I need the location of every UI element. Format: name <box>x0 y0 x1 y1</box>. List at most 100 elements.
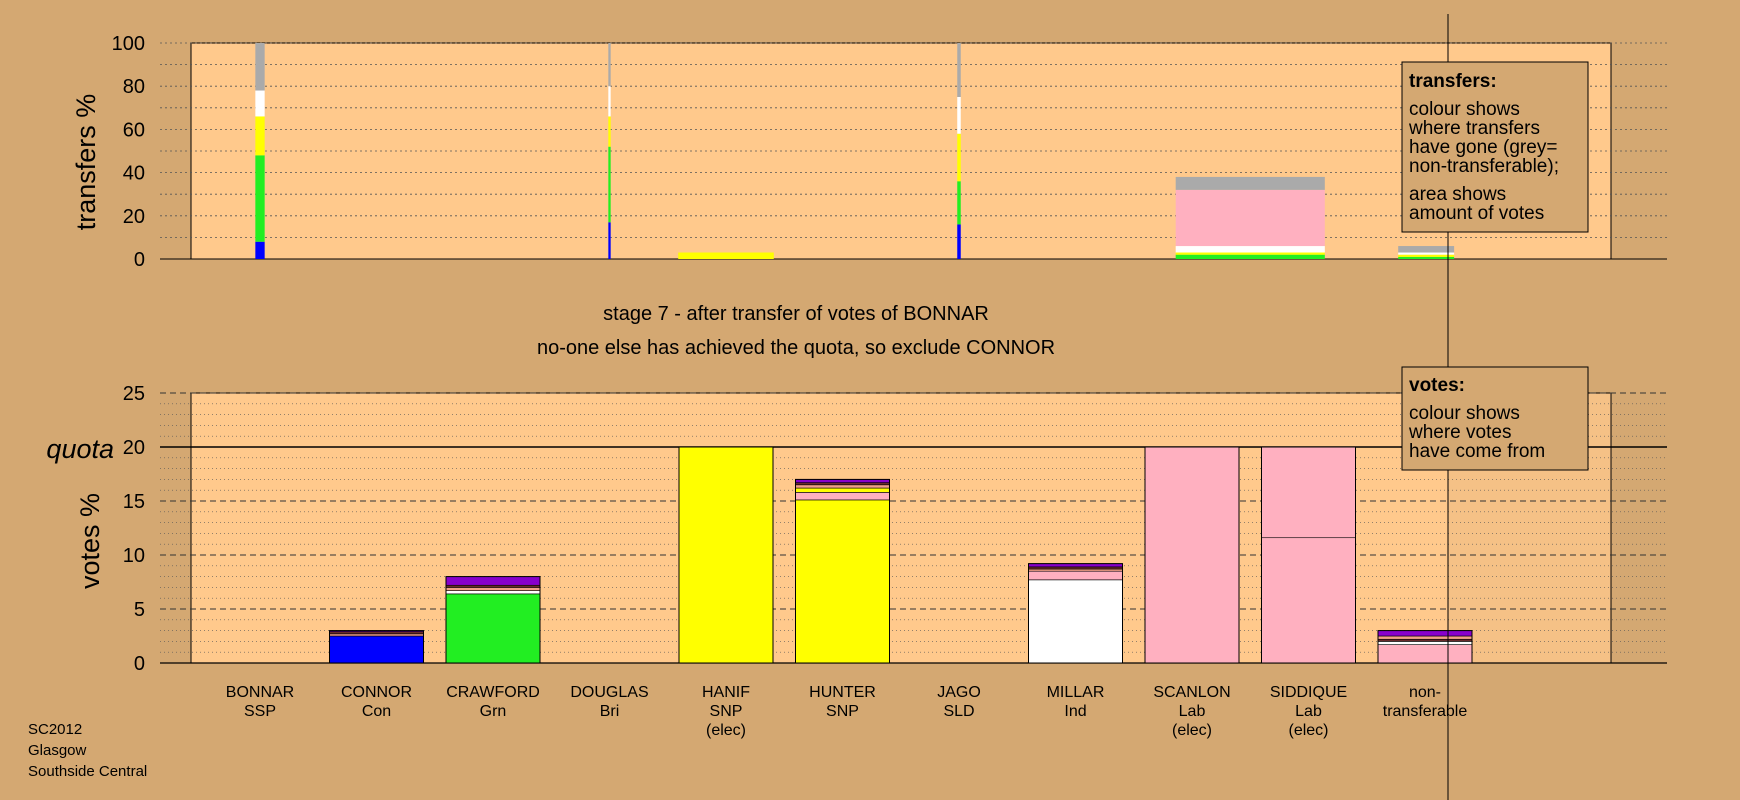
transfer-segment <box>608 43 611 87</box>
candidate-label: MILLAR <box>1047 684 1105 701</box>
candidate-label: non- <box>1409 684 1441 701</box>
vote-bar <box>795 478 890 664</box>
votes-legend: votes: colour shows where votes have com… <box>1401 366 1589 471</box>
transfer-segment <box>1398 254 1455 257</box>
candidate-label: Con <box>362 703 391 720</box>
y-tick-label: 0 <box>134 249 145 271</box>
transfer-bar <box>678 252 774 259</box>
votes-legend-title: votes: <box>1409 375 1465 396</box>
vote-bar-outline <box>795 478 890 664</box>
transfer-segment <box>957 43 961 97</box>
vote-bar <box>1261 446 1356 664</box>
vote-bar <box>1028 563 1123 664</box>
votes-legend-box <box>1401 366 1589 471</box>
transfer-segment <box>957 181 961 225</box>
candidate-label: SCANLON <box>1153 684 1230 701</box>
vote-segment <box>329 631 424 635</box>
transfers-legend-line: non-transferable); <box>1409 156 1559 177</box>
transfer-segment <box>1175 252 1325 255</box>
candidate-label: Grn <box>480 703 507 720</box>
transfer-segment <box>255 43 265 91</box>
votes-y-ticks: 0 5 10 15 20 25 <box>123 383 145 675</box>
transfer-segment <box>678 252 774 259</box>
candidate-label: CONNOR <box>341 684 412 701</box>
candidate-label: HUNTER <box>809 684 876 701</box>
vote-segment <box>678 446 774 664</box>
footer-council: Glasgow <box>28 742 87 759</box>
candidate-label: JAGO <box>937 684 981 701</box>
vote-segment <box>1377 641 1473 645</box>
candidate-label: SSP <box>244 703 276 720</box>
vote-segment <box>445 590 541 595</box>
y-tick-label: 100 <box>112 33 145 55</box>
candidate-label: Lab <box>1179 703 1206 720</box>
y-tick-label: 5 <box>134 599 145 621</box>
transfers-legend-title: transfers: <box>1409 71 1497 92</box>
candidate-label: SNP <box>826 703 859 720</box>
transfer-segment <box>1398 246 1455 253</box>
vote-segment <box>1377 638 1473 642</box>
vote-segment <box>1028 570 1123 581</box>
candidate-label: DOUGLAS <box>570 684 648 701</box>
candidate-label: Lab <box>1295 703 1322 720</box>
transfer-segment <box>255 241 265 259</box>
candidate-label: (elec) <box>1172 722 1212 739</box>
transfer-bar <box>1398 246 1455 259</box>
vote-bar <box>1144 446 1240 664</box>
transfer-segment <box>1175 176 1325 190</box>
y-tick-label: 20 <box>123 206 145 228</box>
candidate-label: (elec) <box>706 722 746 739</box>
votes-legend-line: have come from <box>1409 441 1545 462</box>
votes-legend-line: where votes <box>1408 422 1511 443</box>
vote-bar-outline <box>1261 446 1356 664</box>
vote-segment <box>1028 568 1123 572</box>
transfer-segment <box>255 90 265 117</box>
y-tick-label: 25 <box>123 383 145 405</box>
transfer-bar <box>255 43 265 259</box>
transfer-bar <box>957 43 961 259</box>
vote-segment <box>445 584 541 588</box>
vote-segment <box>795 484 890 489</box>
candidate-label: SIDDIQUE <box>1270 684 1347 701</box>
transfer-segment <box>1175 189 1325 247</box>
transfer-segment <box>1398 252 1455 255</box>
vote-segment <box>1028 579 1123 664</box>
transfer-segment <box>957 224 961 259</box>
vote-segment <box>445 587 541 591</box>
candidate-label: BONNAR <box>226 684 294 701</box>
transfers-legend-line: where transfers <box>1408 118 1540 139</box>
votes-panel: 0 5 10 15 20 25 BONNAR SSP CONNOR Con CRAWFORD Grn… <box>46 383 1667 739</box>
vote-segment <box>795 492 890 501</box>
transfer-segment <box>957 133 961 182</box>
vote-segment <box>795 487 890 493</box>
transfer-segment <box>608 116 611 147</box>
y-tick-label: 60 <box>123 119 145 141</box>
vote-bar <box>445 576 541 664</box>
vote-segment <box>1377 644 1473 664</box>
votes-plot-area <box>190 392 1612 664</box>
vote-segment <box>1261 446 1356 539</box>
vote-bar <box>678 446 774 664</box>
vote-bar-outline <box>1028 563 1123 664</box>
y-tick-label: 20 <box>123 437 145 459</box>
y-tick-label: 10 <box>123 545 145 567</box>
vote-segment <box>1261 537 1356 664</box>
transfer-segment <box>608 222 611 259</box>
vote-segment <box>1377 635 1473 640</box>
candidate-label: CRAWFORD <box>446 684 540 701</box>
transfer-bar <box>608 43 611 259</box>
y-tick-label: 15 <box>123 491 145 513</box>
vote-segment <box>1028 566 1123 570</box>
transfers-y-axis-title: transfers % <box>71 94 101 231</box>
transfers-legend-box <box>1401 61 1589 233</box>
votes-bars <box>329 446 1473 664</box>
quota-label: quota <box>46 434 114 464</box>
vote-bar-outline <box>329 630 424 664</box>
candidate-label: (elec) <box>1288 722 1328 739</box>
transfer-segment <box>957 97 961 134</box>
y-tick-label: 80 <box>123 76 145 98</box>
transfers-legend-line: area shows <box>1409 184 1506 205</box>
transfer-segment <box>1175 246 1325 253</box>
candidate-label: transferable <box>1383 703 1468 720</box>
vote-segment <box>1377 630 1473 637</box>
